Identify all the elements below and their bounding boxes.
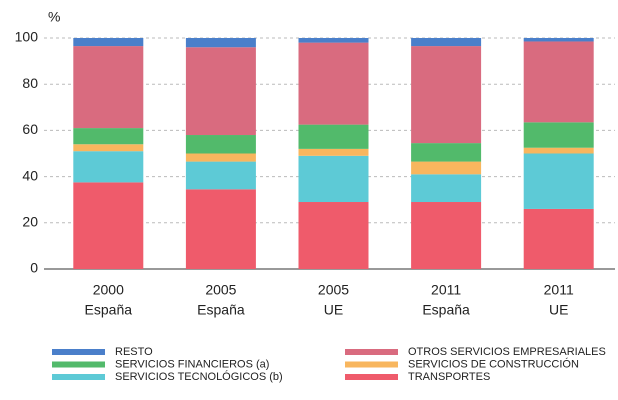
legend-swatch bbox=[345, 374, 398, 380]
bar-segment bbox=[185, 153, 256, 162]
bar-segment bbox=[73, 151, 144, 183]
bar-segment bbox=[523, 147, 594, 154]
legend-swatch bbox=[345, 349, 398, 355]
y-tick-label: 100 bbox=[15, 29, 39, 45]
bar-segment bbox=[523, 122, 594, 148]
bar-segment bbox=[185, 135, 256, 154]
legend-label: OTROS SERVICIOS EMPRESARIALES bbox=[408, 346, 606, 358]
bar-segment bbox=[411, 174, 482, 203]
bar-segment bbox=[185, 189, 256, 269]
y-tick-label: 40 bbox=[22, 167, 38, 183]
legend-label: SERVICIOS TECNOLÓGICOS (b) bbox=[115, 370, 283, 383]
bar-segment bbox=[523, 153, 594, 209]
legend-label: RESTO bbox=[115, 346, 153, 358]
y-axis-label: % bbox=[48, 9, 60, 25]
x-tick-label: España bbox=[197, 302, 245, 318]
bar-segment bbox=[523, 41, 594, 123]
bar-segment bbox=[185, 38, 256, 48]
x-tick-label: 2000 bbox=[93, 282, 124, 298]
bar-segment bbox=[411, 202, 482, 269]
y-tick-label: 80 bbox=[22, 75, 38, 91]
bar-segment bbox=[523, 38, 594, 42]
bar-segment bbox=[298, 124, 369, 149]
bar-segment bbox=[73, 128, 144, 145]
bar-segment bbox=[298, 42, 369, 125]
x-tick-label: UE bbox=[324, 302, 343, 318]
x-tick-label: España bbox=[85, 302, 133, 318]
legend-label: TRANSPORTES bbox=[408, 371, 490, 383]
x-tick-label: 2011 bbox=[544, 282, 574, 298]
bar-segment bbox=[298, 148, 369, 156]
legend-label: SERVICIOS FINANCIEROS (a) bbox=[115, 358, 269, 370]
bar-segment bbox=[411, 46, 482, 144]
bar-segment bbox=[185, 161, 256, 190]
x-tick-label: 2005 bbox=[205, 282, 236, 298]
legend-swatch bbox=[52, 349, 105, 355]
x-tick-label: UE bbox=[549, 302, 568, 318]
bar-segment bbox=[73, 38, 144, 47]
bar-segment bbox=[298, 202, 369, 269]
y-tick-label: 0 bbox=[30, 260, 38, 276]
legend-swatch bbox=[345, 361, 398, 368]
legend-swatch bbox=[52, 361, 105, 368]
y-tick-label: 60 bbox=[22, 121, 38, 137]
legend-swatch bbox=[52, 374, 105, 380]
y-tick-label: 20 bbox=[22, 214, 38, 230]
bar-segment bbox=[523, 208, 594, 269]
bar-segment bbox=[185, 47, 256, 136]
bar-segment bbox=[73, 182, 144, 269]
legend-label: SERVICIOS DE CONSTRUCCIÓN bbox=[408, 357, 579, 370]
bar-segment bbox=[73, 144, 144, 152]
bar-segment bbox=[73, 46, 144, 129]
bar-segment bbox=[298, 155, 369, 203]
bar-segment bbox=[411, 38, 482, 47]
bar-segment bbox=[411, 143, 482, 162]
x-tick-label: 2011 bbox=[431, 282, 461, 298]
x-tick-label: 2005 bbox=[318, 282, 349, 298]
x-tick-label: España bbox=[422, 302, 470, 318]
bar-segment bbox=[298, 38, 369, 43]
bar-segment bbox=[411, 161, 482, 175]
